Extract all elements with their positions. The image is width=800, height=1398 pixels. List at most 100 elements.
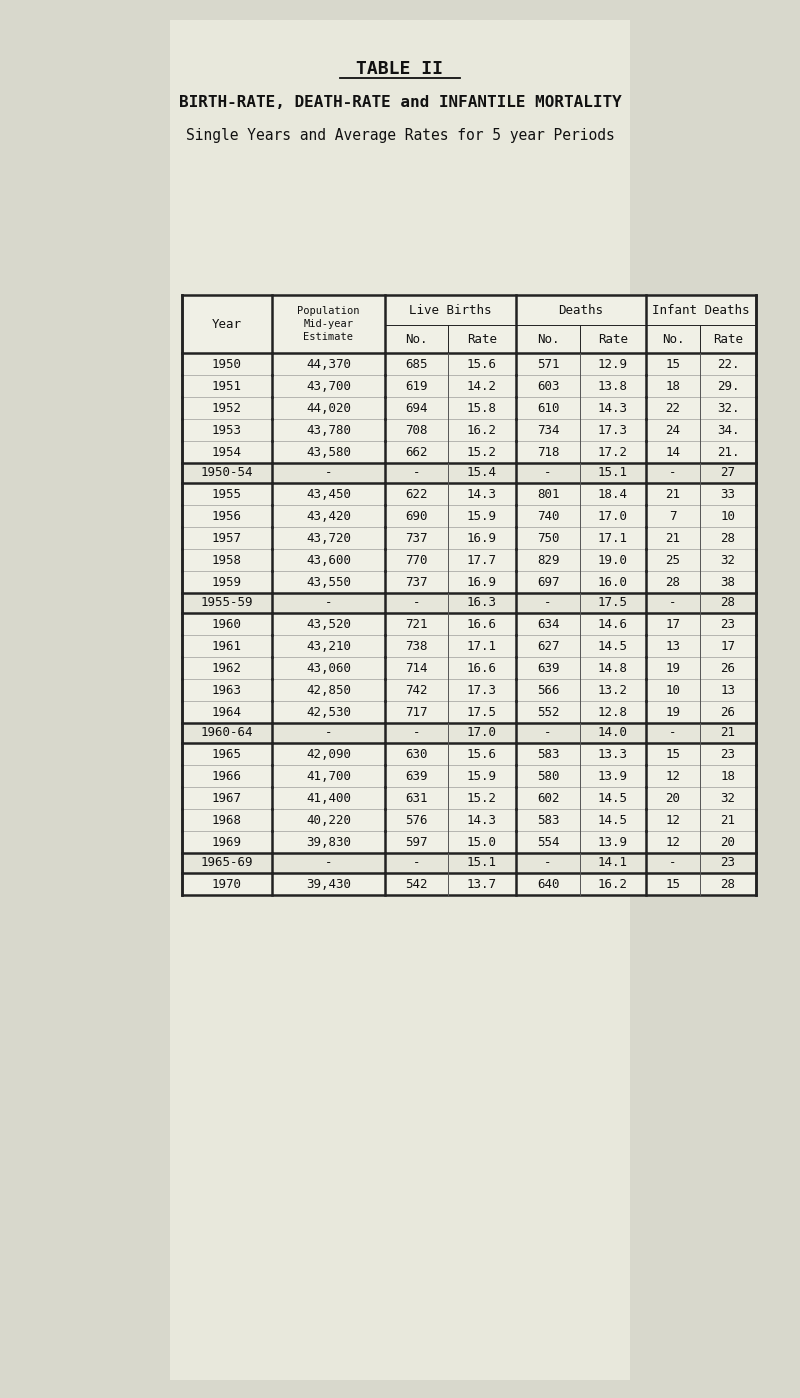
Text: Population
Mid-year
Estimate: Population Mid-year Estimate [298,306,360,343]
Text: 42,530: 42,530 [306,706,351,719]
Text: Live Births: Live Births [410,303,492,316]
Text: -: - [413,467,420,480]
Text: 1956: 1956 [212,509,242,523]
Text: 40,220: 40,220 [306,814,351,826]
Text: 16.2: 16.2 [467,424,497,436]
Text: 24: 24 [666,424,681,436]
Text: 18: 18 [666,379,681,393]
Text: -: - [325,467,332,480]
Text: 708: 708 [406,424,428,436]
Text: 566: 566 [537,684,559,696]
Text: 17.7: 17.7 [467,554,497,566]
Text: 13: 13 [721,684,735,696]
Text: -: - [325,597,332,610]
Text: -: - [413,597,420,610]
Text: 1952: 1952 [212,401,242,414]
Text: 19: 19 [666,661,681,674]
Text: 630: 630 [406,748,428,761]
Text: 22.: 22. [717,358,739,370]
Text: 829: 829 [537,554,559,566]
Text: -: - [544,597,552,610]
Text: 1967: 1967 [212,791,242,804]
Text: 25: 25 [666,554,681,566]
Text: 7: 7 [670,509,677,523]
Text: 603: 603 [537,379,559,393]
Text: 12: 12 [666,836,681,849]
Text: 41,400: 41,400 [306,791,351,804]
Text: -: - [544,727,552,740]
Text: 15.2: 15.2 [467,791,497,804]
Text: 18.4: 18.4 [598,488,628,500]
Text: 17.2: 17.2 [598,446,628,459]
Bar [182,853,756,872]
Text: 15: 15 [666,878,681,891]
Text: 21: 21 [721,727,735,740]
Text: 552: 552 [537,706,559,719]
Text: -: - [670,727,677,740]
Text: 1965: 1965 [212,748,242,761]
Text: 1970: 1970 [212,878,242,891]
Text: 14.6: 14.6 [598,618,628,630]
Text: 740: 740 [537,509,559,523]
Text: 1966: 1966 [212,769,242,783]
Text: 43,420: 43,420 [306,509,351,523]
Text: 610: 610 [537,401,559,414]
Text: No.: No. [662,333,684,345]
Text: Rate: Rate [598,333,628,345]
Text: 13.2: 13.2 [598,684,628,696]
Text: 43,450: 43,450 [306,488,351,500]
Text: 38: 38 [721,576,735,589]
Text: 14.5: 14.5 [598,814,628,826]
Text: 13.3: 13.3 [598,748,628,761]
Text: 639: 639 [537,661,559,674]
Text: BIRTH-RATE, DEATH-RATE and INFANTILE MORTALITY: BIRTH-RATE, DEATH-RATE and INFANTILE MOR… [178,95,622,110]
Text: 15.0: 15.0 [467,836,497,849]
Text: 1954: 1954 [212,446,242,459]
Text: 15: 15 [666,748,681,761]
Text: Rate: Rate [713,333,743,345]
Text: 734: 734 [537,424,559,436]
Text: 16.6: 16.6 [467,661,497,674]
Text: 43,580: 43,580 [306,446,351,459]
Text: 34.: 34. [717,424,739,436]
Text: 1962: 1962 [212,661,242,674]
Text: 15.6: 15.6 [467,358,497,370]
Text: 44,020: 44,020 [306,401,351,414]
Text: 21: 21 [721,814,735,826]
Text: 694: 694 [406,401,428,414]
Text: 14.1: 14.1 [598,857,628,870]
Text: 12: 12 [666,814,681,826]
Text: 16.6: 16.6 [467,618,497,630]
Text: 602: 602 [537,791,559,804]
Text: 18: 18 [721,769,735,783]
Text: 42,090: 42,090 [306,748,351,761]
Text: 23: 23 [721,618,735,630]
Text: 631: 631 [406,791,428,804]
Text: 17.0: 17.0 [598,509,628,523]
Text: 43,520: 43,520 [306,618,351,630]
Text: 583: 583 [537,814,559,826]
Text: 576: 576 [406,814,428,826]
Text: 17.0: 17.0 [467,727,497,740]
Text: 742: 742 [406,684,428,696]
Text: 15.9: 15.9 [467,769,497,783]
Bar [170,20,630,1380]
Text: 1950-54: 1950-54 [201,467,254,480]
Text: 19: 19 [666,706,681,719]
Text: -: - [670,857,677,870]
Text: 1959: 1959 [212,576,242,589]
Text: No.: No. [537,333,559,345]
Text: 1968: 1968 [212,814,242,826]
Text: 14.5: 14.5 [598,639,628,653]
Text: -: - [325,857,332,870]
Text: 1955-59: 1955-59 [201,597,254,610]
Text: 23: 23 [721,857,735,870]
Text: 16.9: 16.9 [467,576,497,589]
Text: 17.3: 17.3 [467,684,497,696]
Text: 737: 737 [406,576,428,589]
Text: 662: 662 [406,446,428,459]
Text: 43,550: 43,550 [306,576,351,589]
Text: 43,210: 43,210 [306,639,351,653]
Text: Single Years and Average Rates for 5 year Periods: Single Years and Average Rates for 5 yea… [186,129,614,143]
Text: 1950: 1950 [212,358,242,370]
